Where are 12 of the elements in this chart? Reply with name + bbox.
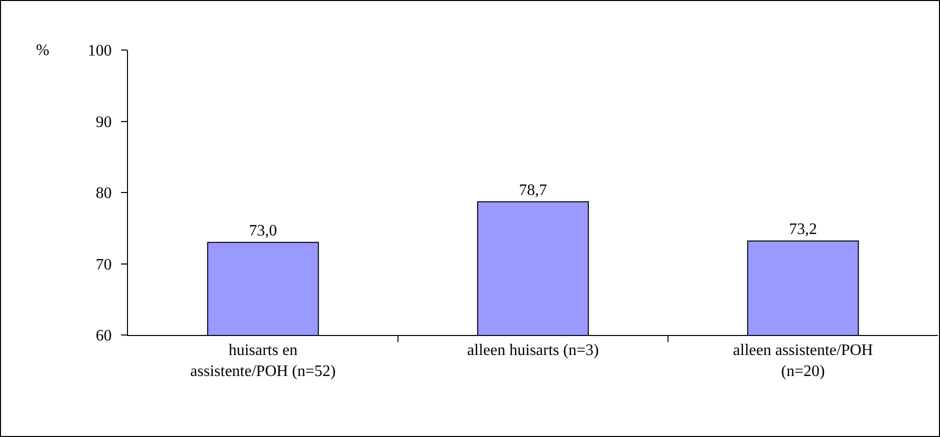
data-label: 78,7 <box>519 182 547 199</box>
x-tick-label: alleen huisarts (n=3) <box>467 342 599 360</box>
data-label: 73,2 <box>789 220 817 238</box>
y-axis-title: % <box>36 42 50 59</box>
x-tick-label: alleen assistente/POH (n=20) <box>733 342 874 380</box>
y-tick-label: 70 <box>96 256 112 274</box>
x-tick-label: huisarts en assistente/POH (n=52) <box>190 342 336 380</box>
data-label: 73,0 <box>249 222 277 240</box>
y-tick-label: 100 <box>88 42 112 60</box>
y-tick-label: 60 <box>96 328 112 345</box>
y-tick-label: 90 <box>96 114 112 131</box>
y-tick-label: 80 <box>96 185 112 202</box>
